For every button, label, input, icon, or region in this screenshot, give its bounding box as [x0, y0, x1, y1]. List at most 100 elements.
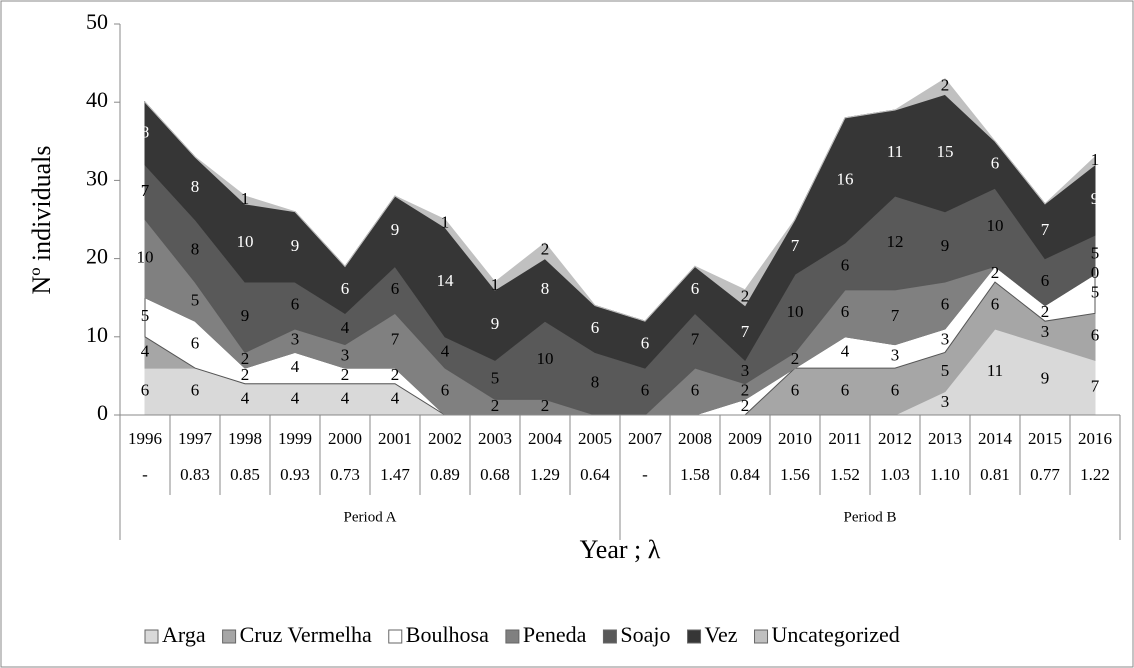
data-label: 2 [541, 396, 550, 415]
data-label: 6 [641, 334, 650, 353]
legend-swatch [602, 629, 617, 644]
y-tick-label: 40 [86, 87, 108, 112]
data-label: 1 [441, 212, 450, 231]
data-label: 6 [891, 380, 900, 399]
data-label: 16 [837, 169, 854, 188]
data-label: 2 [741, 287, 750, 306]
x-tick-label: 2004 [528, 429, 563, 448]
x-tick-label: 2000 [328, 429, 362, 448]
data-label: 2 [541, 240, 550, 259]
lambda-label: 0.93 [280, 465, 310, 484]
data-label: 10 [987, 216, 1004, 235]
data-label: 9 [241, 306, 250, 325]
data-label: 5 [1091, 283, 1100, 302]
data-label: 6 [991, 154, 1000, 173]
group-label: Period B [844, 509, 897, 525]
lambda-label: 0.77 [1030, 465, 1060, 484]
data-label: 6 [591, 318, 600, 337]
lambda-label: 0.84 [730, 465, 760, 484]
data-label: 6 [941, 294, 950, 313]
data-label: 7 [791, 236, 800, 255]
legend-label: Arga [162, 622, 206, 647]
data-label: 7 [141, 181, 150, 200]
lambda-label: 1.03 [880, 465, 910, 484]
data-label: 11 [987, 361, 1003, 380]
y-tick-label: 0 [97, 400, 108, 425]
data-label: 6 [691, 380, 700, 399]
y-tick-label: 20 [86, 244, 108, 269]
data-label: 3 [941, 330, 950, 349]
data-label: 6 [191, 380, 200, 399]
data-label: 6 [141, 380, 150, 399]
x-tick-label: 2014 [978, 429, 1013, 448]
lambda-label: 1.58 [680, 465, 710, 484]
data-label: 9 [391, 220, 400, 239]
data-label: 10 [787, 302, 804, 321]
data-label: 6 [841, 380, 850, 399]
lambda-label: 1.47 [380, 465, 410, 484]
x-tick-label: 2010 [778, 429, 812, 448]
data-label: 6 [841, 302, 850, 321]
y-tick-label: 10 [86, 322, 108, 347]
data-label: 4 [291, 357, 300, 376]
area-series [144, 78, 1096, 322]
lambda-label: 0.73 [330, 465, 360, 484]
lambda-label: 0.64 [580, 465, 610, 484]
data-label: 15 [937, 142, 954, 161]
data-label: 6 [691, 279, 700, 298]
data-label: 7 [691, 330, 700, 349]
data-label: 10 [537, 349, 554, 368]
legend-label: Boulhosa [406, 622, 489, 647]
data-label: 6 [391, 279, 400, 298]
lambda-label: 1.56 [780, 465, 810, 484]
data-label: 4 [441, 341, 450, 360]
data-label: 7 [741, 322, 750, 341]
x-tick-label: 1997 [178, 429, 213, 448]
data-label: 7 [1091, 377, 1100, 396]
data-label: 8 [191, 240, 200, 259]
data-label: 6 [641, 380, 650, 399]
x-tick-label: 2015 [1028, 429, 1062, 448]
data-label: 9 [1091, 189, 1100, 208]
data-label: 14 [437, 271, 455, 290]
data-label: 7 [1041, 220, 1050, 239]
data-label: 4 [141, 341, 150, 360]
data-label: 3 [891, 345, 900, 364]
x-tick-label: 2003 [478, 429, 512, 448]
data-label: 4 [391, 388, 400, 407]
data-label: 2 [491, 396, 500, 415]
lambda-label: 0.89 [430, 465, 460, 484]
data-label: 4 [291, 388, 300, 407]
legend-label: Peneda [523, 622, 587, 647]
data-label: 6 [991, 294, 1000, 313]
data-label: 2 [391, 365, 400, 384]
data-label: 7 [391, 330, 400, 349]
data-label: 2 [791, 349, 800, 368]
data-label: 2 [741, 396, 750, 415]
x-tick-label: 2016 [1078, 429, 1112, 448]
lambda-label: 0.68 [480, 465, 510, 484]
data-label: 9 [1041, 369, 1050, 388]
y-tick-label: 30 [86, 165, 108, 190]
x-tick-label: 2002 [428, 429, 462, 448]
data-label: 2 [341, 365, 350, 384]
data-label: 2 [241, 349, 250, 368]
data-label: 6 [791, 380, 800, 399]
data-label: 6 [291, 294, 300, 313]
legend-swatch [505, 629, 520, 644]
legend-swatch [754, 629, 769, 644]
data-label: 4 [841, 341, 850, 360]
data-label: 12 [887, 232, 904, 251]
data-label: 2 [941, 75, 950, 94]
data-label: 8 [141, 122, 150, 141]
data-label: 3 [341, 345, 350, 364]
data-label: 5 [941, 361, 950, 380]
x-tick-label: 2012 [878, 429, 912, 448]
data-label: 3 [1041, 322, 1050, 341]
legend-swatch [388, 629, 403, 644]
legend-label: Soajo [620, 622, 670, 647]
x-tick-label: 2008 [678, 429, 712, 448]
legend-label: Cruz Vermelha [240, 622, 372, 647]
data-label: 3 [291, 330, 300, 349]
data-label: 6 [441, 380, 450, 399]
